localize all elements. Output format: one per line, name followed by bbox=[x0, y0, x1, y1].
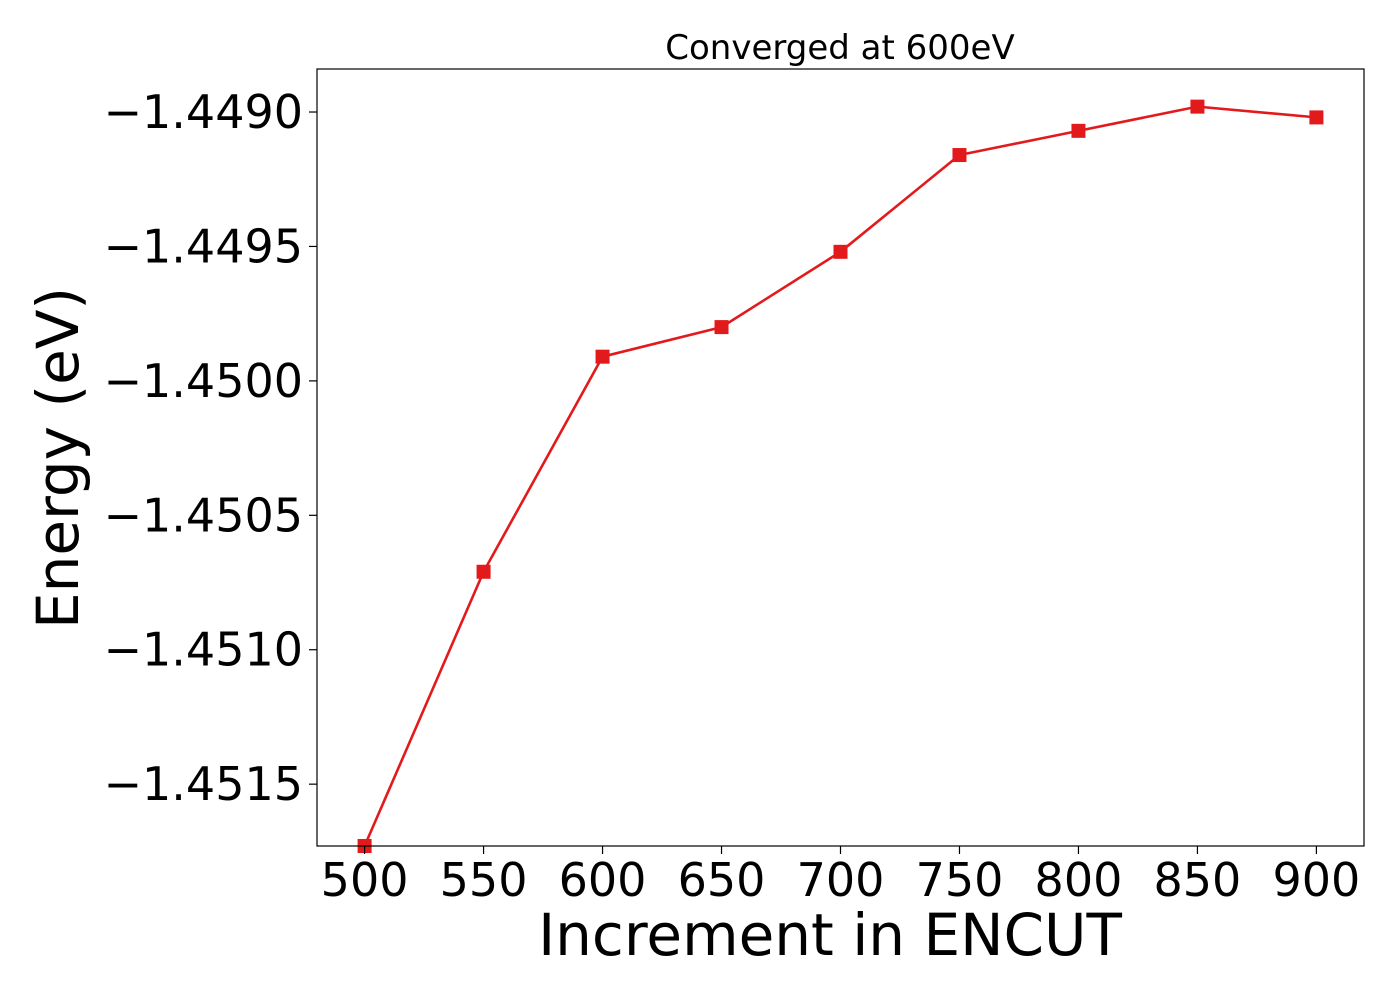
y-axis: −1.4490 −1.4495 −1.4500 −1.4505 −1.4510 −1.45… bbox=[104, 85, 317, 811]
x-tick-label: 850 bbox=[1154, 853, 1242, 907]
y-tick-label: −1.4505 bbox=[104, 488, 304, 542]
data-point-marker bbox=[476, 564, 491, 579]
y-axis-title: Energy (eV) bbox=[24, 287, 92, 629]
x-tick-label: 550 bbox=[440, 853, 528, 907]
data-point-marker bbox=[833, 244, 848, 259]
series-line bbox=[363, 105, 1317, 847]
y-tick-label: −1.4515 bbox=[104, 757, 304, 811]
y-tick-label: −1.4500 bbox=[104, 354, 304, 408]
chart-title: Converged at 600eV bbox=[665, 28, 1014, 68]
x-tick-label: 800 bbox=[1035, 853, 1123, 907]
x-tick-label: 600 bbox=[559, 853, 647, 907]
data-point-marker bbox=[1190, 99, 1205, 114]
x-tick-label: 650 bbox=[678, 853, 766, 907]
plot-area bbox=[357, 99, 1324, 853]
x-tick-label: 750 bbox=[916, 853, 1004, 907]
x-axis: 500 550 600 650 700 750 800 850 900 bbox=[321, 846, 1361, 907]
data-point-marker bbox=[595, 349, 610, 364]
y-tick-label: −1.4490 bbox=[104, 85, 304, 139]
y-tick-label: −1.4495 bbox=[104, 219, 304, 273]
plot-frame bbox=[316, 68, 1365, 847]
data-point-marker bbox=[1309, 110, 1324, 125]
x-tick-label: 700 bbox=[797, 853, 885, 907]
x-axis-title: Increment in ENCUT bbox=[538, 901, 1122, 969]
data-point-marker bbox=[952, 148, 967, 163]
x-tick-label: 500 bbox=[321, 853, 409, 907]
x-tick-label: 900 bbox=[1273, 853, 1361, 907]
y-tick-label: −1.4510 bbox=[104, 623, 304, 677]
data-point-marker bbox=[1071, 123, 1086, 138]
data-point-marker bbox=[714, 320, 729, 335]
